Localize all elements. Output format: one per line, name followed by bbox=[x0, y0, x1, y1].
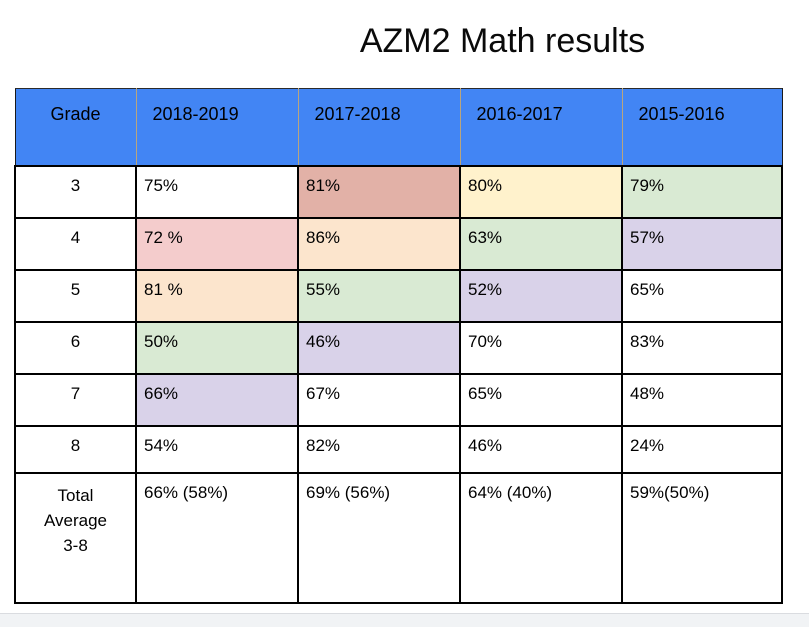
value-cell: 50% bbox=[135, 320, 299, 375]
value-cell: 46% bbox=[459, 424, 623, 474]
value-cell: 48% bbox=[621, 372, 783, 427]
header-cell-grade: Grade bbox=[14, 88, 137, 166]
grade-cell: 6 bbox=[14, 320, 137, 375]
grade-cell: 3 bbox=[14, 164, 137, 219]
table-row-total-average: Total Average 3-8 66% (58%) 69% (56%) 64… bbox=[14, 471, 783, 604]
header-cell-2016-2017: 2016-2017 bbox=[459, 88, 623, 166]
value-cell: 75% bbox=[135, 164, 299, 219]
header-cell-2018-2019: 2018-2019 bbox=[135, 88, 299, 166]
value-cell: 67% bbox=[297, 372, 461, 427]
value-cell: 65% bbox=[621, 268, 783, 323]
value-cell: 46% bbox=[297, 320, 461, 375]
total-value-cell: 64% (40%) bbox=[459, 471, 623, 604]
value-cell: 65% bbox=[459, 372, 623, 427]
value-cell: 81% bbox=[297, 164, 461, 219]
results-table: Grade 2018-2019 2017-2018 2016-2017 2015… bbox=[14, 88, 783, 604]
value-cell: 79% bbox=[621, 164, 783, 219]
total-value-cell: 69% (56%) bbox=[297, 471, 461, 604]
value-cell: 55% bbox=[297, 268, 461, 323]
value-cell: 24% bbox=[621, 424, 783, 474]
value-cell: 52% bbox=[459, 268, 623, 323]
table-row-grade-3: 3 75% 81% 80% 79% bbox=[14, 164, 783, 219]
table-row-grade-6: 6 50% 46% 70% 83% bbox=[14, 320, 783, 375]
total-label-line: 3-8 bbox=[63, 535, 88, 555]
grade-cell: 7 bbox=[14, 372, 137, 427]
value-cell: 81 % bbox=[135, 268, 299, 323]
header-cell-2015-2016: 2015-2016 bbox=[621, 88, 783, 166]
grade-cell: 8 bbox=[14, 424, 137, 474]
table-row-grade-8: 8 54% 82% 46% 24% bbox=[14, 424, 783, 474]
value-cell: 57% bbox=[621, 216, 783, 271]
table-row-grade-4: 4 72 % 86% 63% 57% bbox=[14, 216, 783, 271]
grade-cell: 4 bbox=[14, 216, 137, 271]
value-cell: 54% bbox=[135, 424, 299, 474]
total-value-cell: 66% (58%) bbox=[135, 471, 299, 604]
value-cell: 80% bbox=[459, 164, 623, 219]
grade-cell: 5 bbox=[14, 268, 137, 323]
value-cell: 86% bbox=[297, 216, 461, 271]
value-cell: 83% bbox=[621, 320, 783, 375]
total-average-label: Total Average 3-8 bbox=[14, 471, 137, 604]
header-row: Grade 2018-2019 2017-2018 2016-2017 2015… bbox=[14, 88, 783, 166]
header-cell-2017-2018: 2017-2018 bbox=[297, 88, 461, 166]
page-title: AZM2 Math results bbox=[359, 22, 646, 60]
table-row-grade-5: 5 81 % 55% 52% 65% bbox=[14, 268, 783, 323]
total-label-line: Total bbox=[57, 485, 94, 505]
value-cell: 72 % bbox=[135, 216, 299, 271]
table-row-grade-7: 7 66% 67% 65% 48% bbox=[14, 372, 783, 427]
value-cell: 70% bbox=[459, 320, 623, 375]
value-cell: 63% bbox=[459, 216, 623, 271]
total-value-cell: 59%(50%) bbox=[621, 471, 783, 604]
value-cell: 66% bbox=[135, 372, 299, 427]
total-label-line: Average bbox=[43, 510, 107, 530]
bottom-edge-strip bbox=[0, 613, 809, 627]
value-cell: 82% bbox=[297, 424, 461, 474]
